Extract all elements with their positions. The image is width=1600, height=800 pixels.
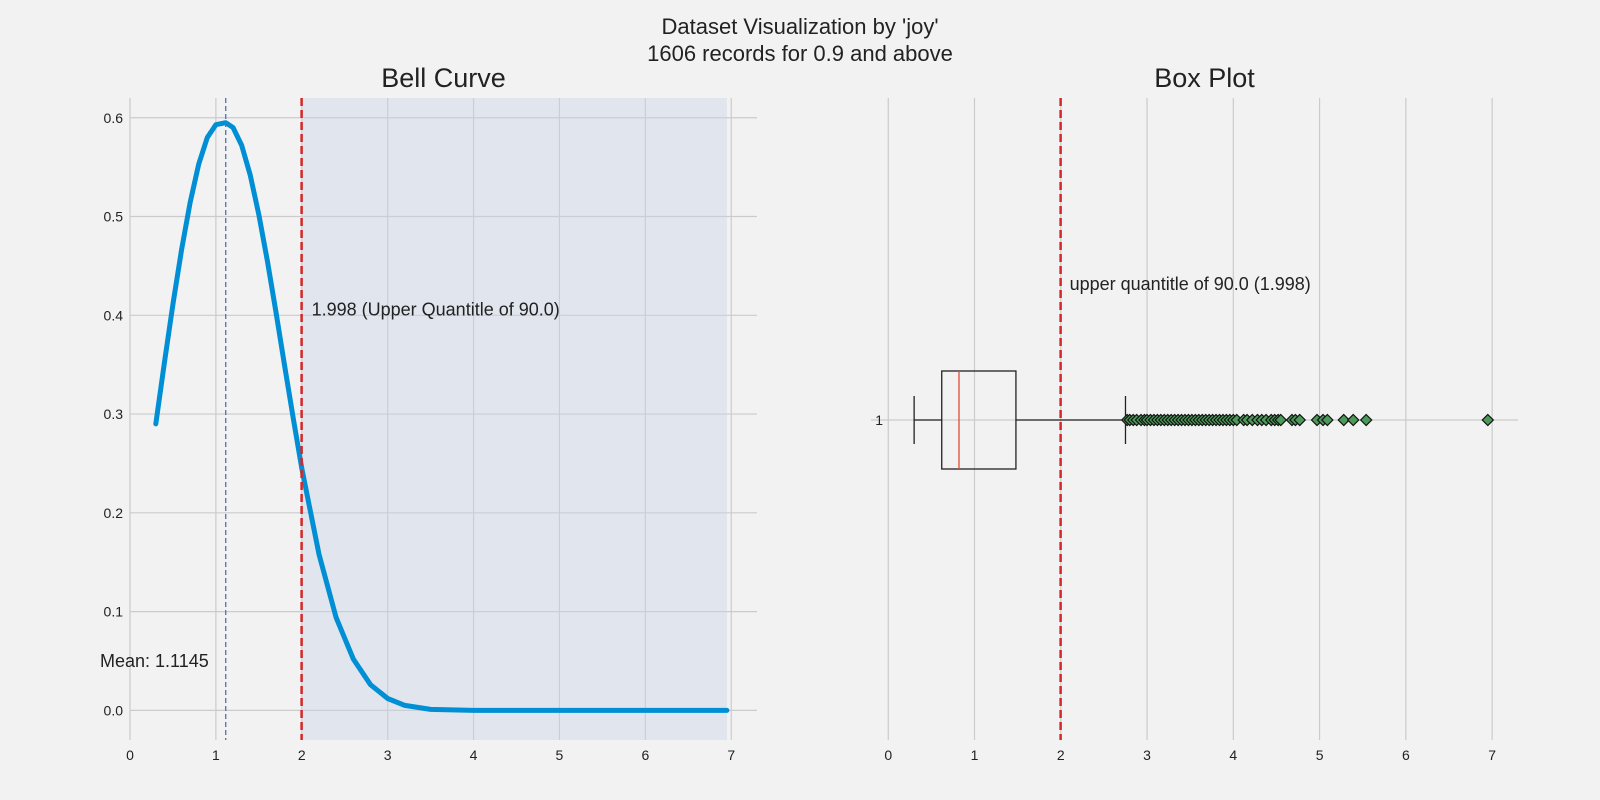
box-x-tick-label: 5 xyxy=(1316,747,1324,763)
bell-y-tick-label: 0.6 xyxy=(104,110,124,126)
bell-x-tick-label: 3 xyxy=(384,747,392,763)
bell-x-tick-label: 2 xyxy=(298,747,306,763)
bell-y-tick-label: 0.5 xyxy=(104,209,124,225)
box-x-tick-label: 6 xyxy=(1402,747,1410,763)
box-x-tick-label: 1 xyxy=(971,747,979,763)
box-plot-y-tick-label: 1 xyxy=(875,412,883,428)
box-plot-x-ticks: 0 1 2 3 4 5 6 7 xyxy=(884,747,1496,763)
bell-x-tick-label: 6 xyxy=(641,747,649,763)
figure-title-line2: 1606 records for 0.9 and above xyxy=(647,41,953,66)
bell-x-tick-label: 4 xyxy=(470,747,478,763)
upper-quantile-label: 1.998 (Upper Quantitle of 90.0) xyxy=(312,299,560,319)
figure-title-line1: Dataset Visualization by 'joy' xyxy=(661,14,938,39)
bell-curve-line xyxy=(153,120,730,713)
outlier-point xyxy=(1359,413,1373,427)
outlier-point xyxy=(1481,413,1495,427)
bell-x-tick-label: 0 xyxy=(126,747,134,763)
outliers xyxy=(1120,413,1495,427)
mean-label: Mean: 1.1145 xyxy=(100,651,209,671)
outlier-point xyxy=(1346,413,1360,427)
box-x-tick-label: 2 xyxy=(1057,747,1065,763)
bell-curve-y-ticks: 0.0 0.1 0.2 0.3 0.4 0.5 0.6 xyxy=(104,110,124,719)
bell-x-tick-label: 5 xyxy=(556,747,564,763)
bell-curve-grid xyxy=(129,98,757,740)
bell-x-tick-label: 1 xyxy=(212,747,220,763)
box-plot-axes: Box Plot 0 1 2 3 4 5 6 7 1 upper quantitle of 9… xyxy=(871,63,1518,763)
outlier-point xyxy=(1293,413,1307,427)
bell-curve-title: Bell Curve xyxy=(381,63,506,93)
bell-curve-x-ticks: 0 1 2 3 4 5 6 7 xyxy=(126,747,735,763)
bell-y-tick-label: 0.0 xyxy=(104,702,124,718)
box-x-tick-label: 0 xyxy=(884,747,892,763)
box-x-tick-label: 4 xyxy=(1229,747,1237,763)
outlier-point xyxy=(1321,413,1334,427)
bell-y-tick-label: 0.2 xyxy=(104,505,124,521)
upper-quantile-shaded-region xyxy=(301,98,727,740)
bell-y-tick-label: 0.3 xyxy=(104,406,124,422)
bell-y-tick-label: 0.4 xyxy=(104,307,124,323)
box-x-tick-label: 3 xyxy=(1143,747,1151,763)
box-plot-title: Box Plot xyxy=(1154,63,1255,93)
outlier-point xyxy=(1337,413,1351,427)
bell-y-tick-label: 0.1 xyxy=(104,604,124,620)
bell-x-tick-label: 7 xyxy=(727,747,735,763)
box-upper-quantile-label: upper quantitle of 90.0 (1.998) xyxy=(1070,274,1311,294)
outlier-point xyxy=(1274,413,1288,427)
box-x-tick-label: 7 xyxy=(1488,747,1496,763)
interquartile-box xyxy=(941,370,1017,470)
